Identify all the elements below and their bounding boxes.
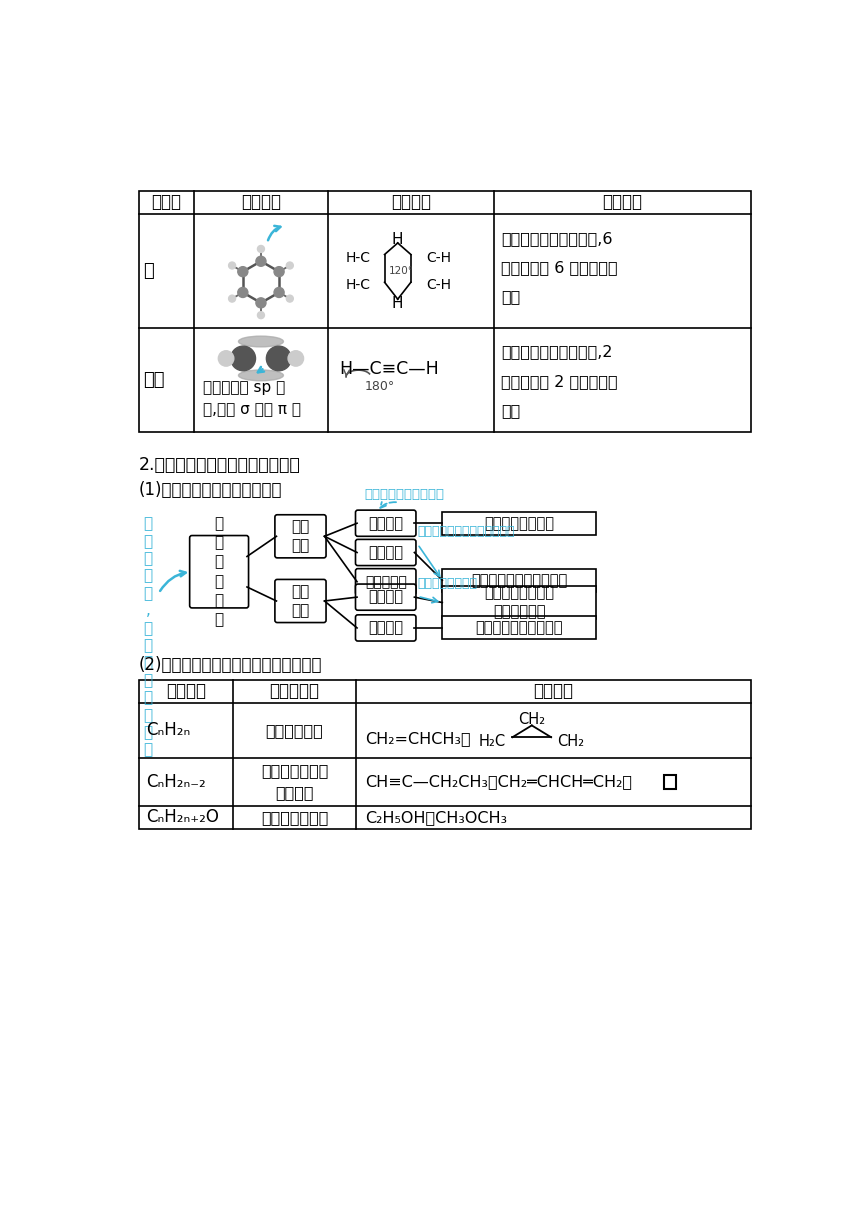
Circle shape <box>274 287 284 298</box>
Text: H₂C: H₂C <box>479 734 507 749</box>
Text: 官能团异构: 官能团异构 <box>365 575 407 589</box>
Bar <box>442 617 596 640</box>
Text: 烯烃、环烷烃: 烯烃、环烷烃 <box>266 722 323 738</box>
Text: CH≡C—CH₂CH₃、CH₂═CHCH═CH₂、: CH≡C—CH₂CH₃、CH₂═CHCH═CH₂、 <box>366 775 632 789</box>
Circle shape <box>229 295 236 302</box>
FancyBboxPatch shape <box>355 569 416 595</box>
Bar <box>138 191 751 432</box>
Text: CₙH₂ₙ₊₂O: CₙH₂ₙ₊₂O <box>146 809 219 827</box>
Text: (2)熟悉不同有机物的官能团异构现象。: (2)熟悉不同有机物的官能团异构现象。 <box>138 657 322 675</box>
FancyBboxPatch shape <box>355 540 416 565</box>
FancyBboxPatch shape <box>355 511 416 536</box>
Circle shape <box>256 298 266 308</box>
Text: 可能的类别: 可能的类别 <box>270 682 320 700</box>
Text: 2.全方位认识有机物的同分异构体: 2.全方位认识有机物的同分异构体 <box>138 456 300 474</box>
Text: 某些含碳碳双键的
不饱和有机物: 某些含碳碳双键的 不饱和有机物 <box>484 585 554 620</box>
Text: H: H <box>392 231 403 247</box>
Circle shape <box>238 266 248 277</box>
FancyBboxPatch shape <box>190 535 249 608</box>
Text: CH₂=CHCH₃、: CH₂=CHCH₃、 <box>366 731 470 747</box>
Text: 有机物: 有机物 <box>151 193 181 212</box>
Text: 炔烃、二烯烃、
环烯烃等: 炔烃、二烯烃、 环烯烃等 <box>261 764 329 800</box>
Text: 120°: 120° <box>389 265 415 276</box>
Circle shape <box>238 287 248 298</box>
Circle shape <box>286 261 293 269</box>
Text: C₂H₅OH、CH₃OCH₃: C₂H₅OH、CH₃OCH₃ <box>366 810 507 824</box>
Bar <box>442 512 596 535</box>
Text: CH₂: CH₂ <box>519 711 545 727</box>
Text: C-H: C-H <box>427 278 452 292</box>
Text: 苯: 苯 <box>143 261 154 280</box>
Text: (1)有机物的同分异构体类型。: (1)有机物的同分异构体类型。 <box>138 480 282 499</box>
Text: CH₂: CH₂ <box>557 734 585 749</box>
Text: H-C: H-C <box>346 278 371 292</box>
Text: H—C≡C—H: H—C≡C—H <box>340 360 439 378</box>
Text: 构造
异构: 构造 异构 <box>292 519 310 553</box>
Text: 官能团的种类不同: 官能团的种类不同 <box>417 576 477 590</box>
Text: H: H <box>392 297 403 311</box>
Text: CₙH₂ₙ₋₂: CₙH₂ₙ₋₂ <box>146 773 206 790</box>
Circle shape <box>286 295 293 302</box>
Circle shape <box>257 246 264 253</box>
Circle shape <box>229 261 236 269</box>
FancyBboxPatch shape <box>275 580 326 623</box>
Text: 空间结构: 空间结构 <box>391 193 431 212</box>
Text: 碳原子的连接方式不同: 碳原子的连接方式不同 <box>365 488 445 501</box>
FancyBboxPatch shape <box>355 584 416 610</box>
Text: C-H: C-H <box>427 250 452 265</box>
Bar <box>442 569 596 592</box>
Text: 碳架异构: 碳架异构 <box>368 516 403 530</box>
Text: 官能团在碳骨架中的位置不同: 官能团在碳骨架中的位置不同 <box>417 525 515 537</box>
Text: 180°: 180° <box>365 379 396 393</box>
Text: H-C: H-C <box>346 250 371 265</box>
Circle shape <box>230 347 255 371</box>
Text: CₙH₂ₙ: CₙH₂ₙ <box>146 721 191 739</box>
Text: 碳原子采取 sp 杂
化,存在 σ 键和 π 键: 碳原子采取 sp 杂 化,存在 σ 键和 π 键 <box>203 379 301 417</box>
Circle shape <box>274 266 284 277</box>
Text: 分子空间结构为平面形,6
个碳原子和 6 个氢原子共
平面: 分子空间结构为平面形,6 个碳原子和 6 个氢原子共 平面 <box>501 231 618 304</box>
Text: 饱和一元醇、醚: 饱和一元醇、醚 <box>261 810 329 824</box>
Circle shape <box>256 257 266 266</box>
Text: 典型实例: 典型实例 <box>533 682 574 700</box>
Circle shape <box>218 350 234 366</box>
Circle shape <box>288 350 304 366</box>
Bar <box>138 680 751 829</box>
Text: 分
子
式
相
同
,
分
子
结
构
不
同
引
起: 分 子 式 相 同 , 分 子 结 构 不 同 引 起 <box>144 517 152 758</box>
Bar <box>442 586 596 619</box>
Text: 球棍模型: 球棍模型 <box>241 193 281 212</box>
Text: 烷烃或苯的同系物: 烷烃或苯的同系物 <box>484 516 554 530</box>
Text: 含手性碳原子的有机物: 含手性碳原子的有机物 <box>476 620 562 636</box>
Text: 烯烃、炔烃、烃的衍生物: 烯烃、炔烃、烃的衍生物 <box>471 573 567 587</box>
Text: 对映异构: 对映异构 <box>368 620 403 636</box>
Ellipse shape <box>238 336 284 347</box>
Circle shape <box>257 311 264 319</box>
FancyBboxPatch shape <box>355 615 416 641</box>
Text: 顺反异构: 顺反异构 <box>368 590 403 604</box>
FancyBboxPatch shape <box>275 514 326 558</box>
Text: 乙炔: 乙炔 <box>143 371 164 389</box>
Text: 组成通式: 组成通式 <box>166 682 206 700</box>
Text: 立体
异构: 立体 异构 <box>292 584 310 618</box>
Ellipse shape <box>238 370 284 381</box>
Text: 位置异构: 位置异构 <box>368 545 403 561</box>
Text: 同
分
异
构
现
象: 同 分 异 构 现 象 <box>214 517 224 627</box>
Text: 分子空间结构为直线形,2
个碳原子和 2 个氢原子共
直线: 分子空间结构为直线形,2 个碳原子和 2 个氢原子共 直线 <box>501 344 618 418</box>
Circle shape <box>267 347 292 371</box>
Text: 结构解读: 结构解读 <box>602 193 642 212</box>
Bar <box>664 775 676 789</box>
